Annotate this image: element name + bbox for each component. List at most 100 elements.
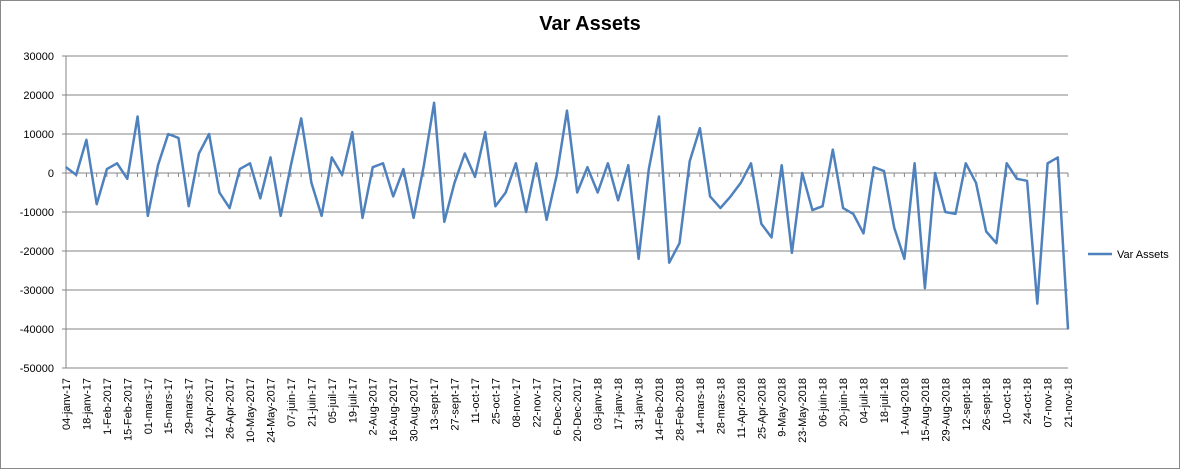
data-point xyxy=(556,174,558,176)
x-tick-label: 21-juin-17 xyxy=(306,378,318,427)
data-point xyxy=(545,219,548,221)
x-tick-label: 31-janv-18 xyxy=(634,378,646,430)
data-point xyxy=(484,131,487,133)
data-point xyxy=(1036,302,1039,305)
x-tick-label: 16-Aug-2017 xyxy=(388,378,400,442)
data-point xyxy=(1046,162,1049,165)
x-tick-label: 14-mars-18 xyxy=(695,378,707,434)
data-point xyxy=(648,168,650,170)
x-tick-label: 15-mars-17 xyxy=(163,378,175,434)
data-point xyxy=(760,222,763,225)
data-point xyxy=(842,207,844,209)
data-point xyxy=(780,164,783,166)
series-line-var-assets xyxy=(65,101,1070,330)
data-point xyxy=(290,164,292,166)
x-tick-label: 1-Aug-2018 xyxy=(899,378,911,436)
x-tick-label: 27-sept-17 xyxy=(450,378,462,431)
x-tick-label: 18-juil-18 xyxy=(879,378,891,423)
data-point xyxy=(1026,180,1028,182)
x-tick-label: 14-Feb-2018 xyxy=(654,378,666,441)
data-point xyxy=(361,217,364,219)
data-point xyxy=(412,217,415,219)
x-tick-label: 06-juin-18 xyxy=(818,378,830,427)
data-point xyxy=(607,162,609,165)
data-point xyxy=(750,162,752,165)
x-tick-label: 24-May-2017 xyxy=(265,378,277,443)
x-tick-label: 1-Feb-2017 xyxy=(102,378,114,435)
x-tick-label: 04-janv-17 xyxy=(61,378,73,430)
data-point xyxy=(617,199,619,202)
data-point xyxy=(893,226,895,229)
data-point xyxy=(126,178,129,180)
data-point xyxy=(177,137,180,139)
data-point xyxy=(576,191,578,194)
data-point xyxy=(1005,162,1008,165)
x-tick-label: 15-Feb-2017 xyxy=(122,378,134,441)
data-point xyxy=(402,168,405,170)
data-point xyxy=(586,166,589,168)
x-tick-label: 12-sept-18 xyxy=(961,378,973,431)
data-point xyxy=(464,152,466,155)
chart-title: Var Assets xyxy=(539,13,641,35)
data-point xyxy=(944,211,947,213)
data-point xyxy=(688,160,691,163)
data-point xyxy=(371,166,374,168)
data-point xyxy=(474,176,476,178)
data-point xyxy=(985,230,987,233)
x-tick-label: 10-May-2017 xyxy=(245,378,257,443)
data-point xyxy=(729,195,732,198)
x-tick-label: 04-juil-18 xyxy=(859,378,871,423)
data-point xyxy=(525,211,527,213)
data-point xyxy=(791,252,793,254)
data-point xyxy=(627,164,630,166)
x-tick-label: 23-May-2018 xyxy=(797,378,809,443)
y-tick-label: 10000 xyxy=(23,129,54,141)
data-point xyxy=(453,182,456,184)
data-point xyxy=(443,221,446,223)
x-tick-label: 22-nov-17 xyxy=(531,378,543,428)
x-tick-label: 05-juil-17 xyxy=(327,378,339,423)
y-tick-label: -30000 xyxy=(20,285,54,297)
x-tick-label: 10-oct-18 xyxy=(1002,378,1014,424)
data-point xyxy=(740,182,742,184)
data-point xyxy=(709,195,711,198)
data-point xyxy=(249,162,251,165)
data-point xyxy=(903,258,906,260)
data-point xyxy=(699,127,701,129)
x-tick-label: 26-sept-18 xyxy=(981,378,993,431)
x-tick-label: 30-Aug-2017 xyxy=(409,378,421,442)
data-point xyxy=(535,162,538,165)
data-point xyxy=(678,242,681,244)
data-point xyxy=(423,164,425,166)
x-tick-label: 28-Feb-2018 xyxy=(674,378,686,441)
data-point xyxy=(637,258,640,260)
data-point xyxy=(965,162,967,165)
gridlines xyxy=(66,55,1068,369)
data-point xyxy=(351,131,354,133)
data-point xyxy=(801,172,803,174)
data-point xyxy=(259,197,262,200)
data-point xyxy=(668,261,670,264)
data-point xyxy=(913,162,916,165)
data-point xyxy=(75,174,77,176)
x-tick-label: 25-oct-17 xyxy=(490,378,502,424)
data-point xyxy=(136,115,139,118)
y-tick-label: -20000 xyxy=(20,246,54,258)
x-tick-label: 07-nov-18 xyxy=(1043,378,1055,428)
y-tick-label: -10000 xyxy=(20,207,54,219)
data-point xyxy=(106,168,108,170)
data-point xyxy=(116,162,118,165)
data-point xyxy=(515,162,517,165)
data-point xyxy=(995,242,998,244)
data-point xyxy=(433,102,435,104)
data-point xyxy=(392,195,395,198)
x-tick-label: 9-May-2018 xyxy=(777,378,789,437)
data-point xyxy=(862,232,865,235)
data-point xyxy=(504,191,507,194)
data-point xyxy=(596,191,599,194)
data-point xyxy=(1016,178,1018,180)
data-point xyxy=(832,148,834,151)
x-axis-ticks: 04-janv-17 18-janv-17 1-Feb-2017 15-Feb-201… xyxy=(61,378,1075,443)
